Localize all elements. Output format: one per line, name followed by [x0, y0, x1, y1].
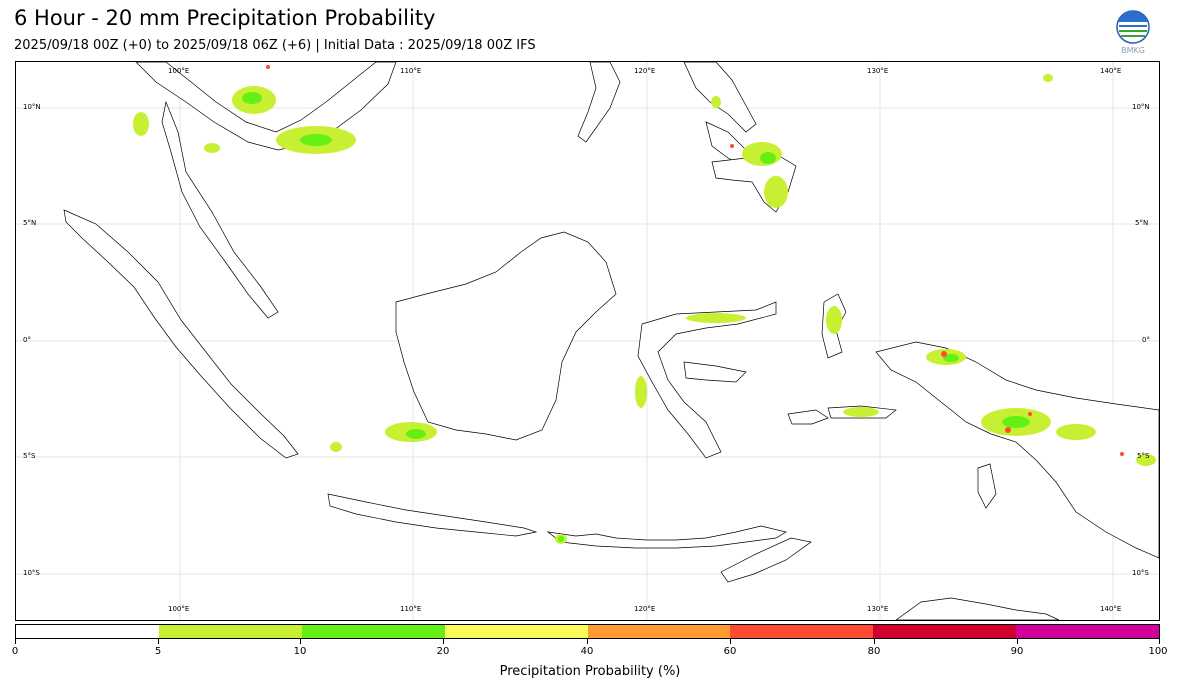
colorbar — [15, 624, 1160, 639]
colorbar-segment-80-90 — [873, 625, 1017, 638]
lon-tick-top-130: 130°E — [867, 67, 889, 75]
colorbar-segment-5-10 — [158, 625, 302, 638]
lon-tick-bottom-140: 140°E — [1100, 605, 1122, 613]
colorbar-segment-40-60 — [587, 625, 731, 638]
lat-tick-right-5n: 5°N — [1135, 219, 1149, 227]
lat-tick-left-5n: 5°N — [23, 219, 37, 227]
lat-tick-right-10s: 10°S — [1132, 569, 1149, 577]
lon-tick-top-110: 110°E — [400, 67, 422, 75]
colorbar-label-80: 80 — [867, 646, 881, 657]
colorbar-segment-20-40 — [444, 625, 588, 638]
colorbar-label-40: 40 — [580, 646, 594, 657]
colorbar-label-60: 60 — [723, 646, 737, 657]
colorbar-label-100: 100 — [1148, 646, 1168, 657]
lat-tick-right-0: 0° — [1142, 336, 1150, 344]
colorbar-segment-10-20 — [301, 625, 445, 638]
lon-tick-bottom-120: 120°E — [634, 605, 656, 613]
colorbar-label-0: 0 — [11, 646, 19, 657]
precipitation-areas — [133, 65, 1156, 544]
map-panel — [15, 61, 1160, 621]
lat-tick-left-10n: 10°N — [23, 103, 41, 111]
lon-tick-bottom-130: 130°E — [867, 605, 889, 613]
colorbar-segment-90-100 — [1016, 625, 1159, 638]
lat-tick-right-5s: 5°S — [1137, 452, 1150, 460]
colorbar-label-10: 10 — [293, 646, 307, 657]
colorbar-segment-0-5 — [16, 625, 159, 638]
lat-tick-left-10s: 10°S — [23, 569, 40, 577]
colorbar-title: Precipitation Probability (%) — [499, 664, 681, 679]
lon-tick-top-120: 120°E — [634, 67, 656, 75]
colorbar-label-90: 90 — [1010, 646, 1024, 657]
lon-tick-bottom-100: 100°E — [168, 605, 190, 613]
lon-tick-bottom-110: 110°E — [400, 605, 422, 613]
indonesia-map — [16, 62, 1159, 620]
coastlines — [63, 62, 1159, 620]
colorbar-label-5: 5 — [154, 646, 162, 657]
chart-subtitle: 2025/09/18 00Z (+0) to 2025/09/18 06Z (+… — [14, 38, 536, 53]
colorbar-segment-60-80 — [730, 625, 874, 638]
lon-tick-top-100: 100°E — [168, 67, 190, 75]
lat-tick-left-5s: 5°S — [23, 452, 36, 460]
lon-tick-top-140: 140°E — [1100, 67, 1122, 75]
lat-tick-right-10n: 10°N — [1132, 103, 1150, 111]
chart-title: 6 Hour - 20 mm Precipitation Probability — [14, 6, 436, 30]
logo-text: BMKG — [1121, 46, 1145, 55]
lat-tick-left-0: 0° — [23, 336, 31, 344]
bmkg-logo: BMKG — [1114, 10, 1152, 56]
colorbar-label-20: 20 — [436, 646, 450, 657]
